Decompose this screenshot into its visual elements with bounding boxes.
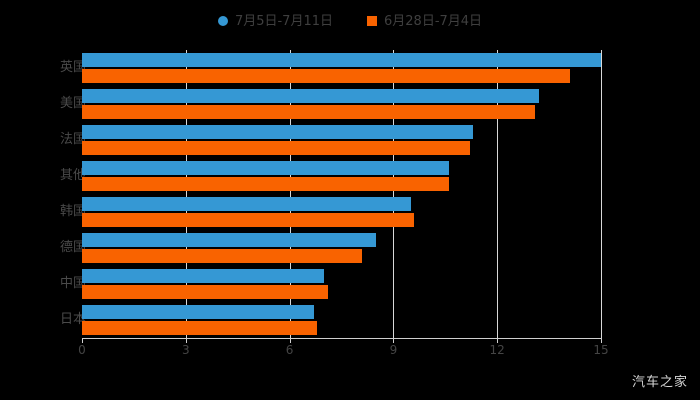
bar-series-b[interactable] [82, 105, 536, 119]
bar-series-a[interactable] [82, 53, 601, 67]
y-axis-category-label: 中国 [59, 276, 86, 291]
bar-series-a[interactable] [82, 197, 411, 211]
x-axis-line [82, 338, 601, 339]
x-axis-tick-label: 6 [285, 343, 294, 357]
legend-label-series-b: 6月28日-7月4日 [384, 13, 483, 29]
y-axis-category-label: 美国 [59, 96, 86, 111]
y-axis-category-label: 日本 [59, 312, 86, 327]
x-axis-tick-label: 15 [593, 343, 609, 357]
x-axis-tick [601, 338, 602, 343]
bar-series-a[interactable] [82, 89, 539, 103]
bar-series-a[interactable] [82, 161, 449, 175]
gridline [497, 50, 499, 338]
bar-series-b[interactable] [82, 213, 415, 227]
y-axis-category-label: 英国 [59, 60, 86, 75]
x-axis-tick [185, 338, 187, 343]
chart-legend: 7月5日-7月11日 6月28日-7月4日 [0, 8, 700, 34]
bar-series-b[interactable] [82, 249, 363, 263]
gridline [289, 50, 291, 338]
bar-series-a[interactable] [82, 269, 325, 283]
legend-circle-marker-icon [217, 16, 228, 26]
plot-area [82, 50, 602, 338]
bar-series-b[interactable] [82, 141, 470, 155]
x-axis-tick-label: 12 [489, 343, 505, 357]
bar-series-a[interactable] [82, 305, 314, 319]
legend-label-series-a: 7月5日-7月11日 [234, 13, 333, 29]
watermark: 汽车之家 [631, 375, 688, 390]
gridline [185, 50, 187, 338]
bar-series-b[interactable] [82, 321, 318, 335]
x-axis-tick [289, 338, 291, 343]
x-axis-tick [497, 338, 499, 343]
legend-item-series-b[interactable]: 6月28日-7月4日 [367, 15, 482, 28]
legend-item-series-a[interactable]: 7月5日-7月11日 [217, 13, 333, 29]
bar-series-b[interactable] [82, 285, 328, 299]
x-axis-tick-label: 3 [181, 343, 190, 357]
gridline [393, 50, 395, 338]
y-axis-category-label: 德国 [59, 240, 86, 255]
x-axis-tick-label: 9 [389, 343, 398, 357]
bar-series-a[interactable] [82, 125, 473, 139]
legend-square-marker-icon [367, 16, 377, 26]
y-axis-category-label: 其他 [59, 168, 86, 183]
y-axis-category-label: 法国 [59, 132, 86, 147]
x-axis-tick [82, 338, 83, 343]
bar-series-b[interactable] [82, 69, 570, 83]
x-axis-tick [393, 338, 395, 343]
x-axis-tick-label: 0 [78, 343, 86, 357]
bar-series-a[interactable] [82, 233, 377, 247]
bar-series-b[interactable] [82, 177, 449, 191]
y-axis-category-label: 韩国 [59, 204, 86, 219]
gridline [601, 50, 602, 338]
